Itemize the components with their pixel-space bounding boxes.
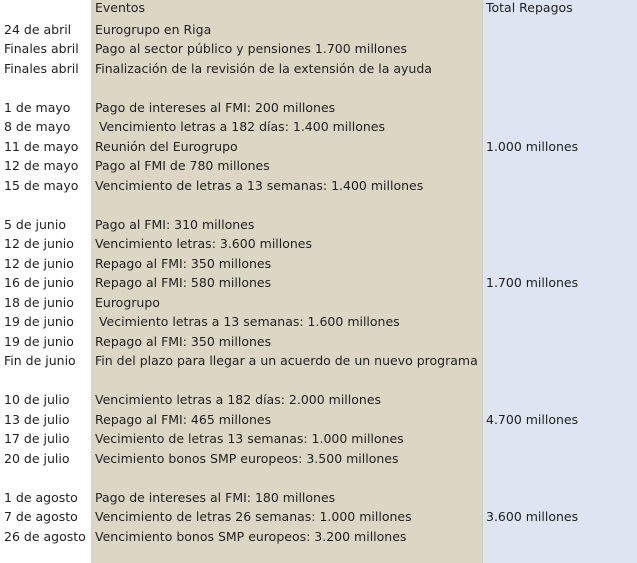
row-event: Repago al FMI: 465 millones bbox=[95, 411, 272, 427]
row-date bbox=[0, 371, 91, 391]
row-event: Repago al FMI: 350 millones bbox=[95, 333, 272, 349]
row-date: 19 de junio bbox=[4, 314, 74, 329]
row-event: Vencimiento de letras 26 semanas: 1.000 … bbox=[95, 509, 412, 524]
date-column bbox=[0, 0, 91, 563]
row-total bbox=[482, 20, 637, 40]
row-date: 26 de agosto bbox=[4, 528, 86, 544]
row-total bbox=[482, 488, 637, 508]
row-total bbox=[482, 371, 637, 391]
row-event: Pago al FMI de 780 millones bbox=[95, 158, 270, 173]
row-event: Reunión del Eurogrupo bbox=[95, 138, 238, 154]
row-event: Eurogrupo en Riga bbox=[95, 21, 212, 37]
row-date: 15 de mayo bbox=[4, 177, 79, 193]
row-total bbox=[482, 332, 637, 352]
row-total bbox=[482, 215, 637, 235]
row-event: Repago al FMI: 350 millones bbox=[95, 255, 272, 271]
row-total bbox=[482, 78, 637, 98]
row-total bbox=[482, 39, 637, 59]
row-event: Pago de intereses al FMI: 200 millones bbox=[95, 99, 336, 115]
row-event bbox=[91, 195, 482, 215]
row-date: 7 de agosto bbox=[4, 509, 78, 524]
events-column bbox=[91, 0, 482, 563]
row-total bbox=[482, 156, 637, 176]
row-date: 13 de julio bbox=[4, 411, 70, 427]
row-event: Vencimiento de letras a 13 semanas: 1.40… bbox=[95, 177, 424, 193]
row-total bbox=[482, 293, 637, 313]
row-date: 12 de mayo bbox=[4, 158, 79, 173]
row-date: Fin de junio bbox=[4, 353, 76, 368]
row-total: 4.700 millones bbox=[486, 411, 579, 427]
row-date: 20 de julio bbox=[4, 450, 70, 466]
row-total bbox=[482, 351, 637, 371]
row-event: Vencimiento letras: 3.600 millones bbox=[95, 236, 313, 251]
row-event: Vencimiento bonos SMP europeos: 3.200 mi… bbox=[95, 528, 407, 544]
row-total bbox=[482, 195, 637, 215]
row-event: Vencimiento letras a 182 días: 1.400 mil… bbox=[95, 119, 386, 134]
row-date: Finales abril bbox=[4, 60, 79, 76]
row-event bbox=[91, 371, 482, 391]
row-date: 8 de mayo bbox=[4, 119, 71, 134]
row-total bbox=[482, 449, 637, 469]
row-total bbox=[482, 527, 637, 547]
row-event: Pago de intereses al FMI: 180 millones bbox=[95, 489, 336, 505]
row-total bbox=[482, 390, 637, 410]
row-date: 18 de junio bbox=[4, 294, 74, 310]
row-event: Finalización de la revisión de la extens… bbox=[95, 60, 432, 76]
row-date bbox=[0, 78, 91, 98]
row-event: Vencimiento letras a 182 días: 2.000 mil… bbox=[95, 392, 382, 407]
row-total bbox=[482, 234, 637, 254]
row-event bbox=[91, 78, 482, 98]
row-total bbox=[482, 176, 637, 196]
row-total bbox=[482, 98, 637, 118]
row-total: 3.600 millones bbox=[486, 509, 579, 524]
row-total bbox=[482, 468, 637, 488]
row-total bbox=[482, 312, 637, 332]
row-date: 19 de junio bbox=[4, 333, 74, 349]
row-event: Vecimiento bonos SMP europeos: 3.500 mil… bbox=[95, 450, 399, 466]
row-date: 1 de mayo bbox=[4, 99, 71, 115]
row-event: Vecimiento de letras 13 semanas: 1.000 m… bbox=[95, 431, 404, 446]
row-date: 10 de julio bbox=[4, 392, 70, 407]
row-total bbox=[482, 59, 637, 79]
row-total bbox=[482, 429, 637, 449]
total-column bbox=[482, 0, 637, 563]
row-date bbox=[0, 468, 91, 488]
row-event bbox=[91, 468, 482, 488]
row-date bbox=[0, 195, 91, 215]
header-events: Eventos bbox=[95, 0, 145, 15]
row-total: 1.700 millones bbox=[486, 275, 579, 290]
row-event: Eurogrupo bbox=[95, 294, 160, 310]
header-total: Total Repagos bbox=[486, 0, 573, 15]
header-date bbox=[0, 0, 91, 20]
row-date: 11 de mayo bbox=[4, 138, 79, 154]
row-date: 12 de junio bbox=[4, 236, 74, 251]
row-date: 16 de junio bbox=[4, 275, 74, 290]
row-event: Pago al sector público y pensiones 1.700… bbox=[95, 41, 408, 56]
row-total: 1.000 millones bbox=[486, 138, 579, 154]
row-date: 17 de julio bbox=[4, 431, 70, 446]
row-event: Fin del plazo para llegar a un acuerdo d… bbox=[95, 353, 478, 368]
row-date: 5 de junio bbox=[4, 216, 66, 232]
row-event: Pago al FMI: 310 millones bbox=[95, 216, 255, 232]
row-date: 24 de abril bbox=[4, 21, 72, 37]
row-date: Finales abril bbox=[4, 41, 79, 56]
row-date: 12 de junio bbox=[4, 255, 74, 271]
row-event: Vecimiento letras a 13 semanas: 1.600 mi… bbox=[95, 314, 400, 329]
row-date: 1 de agosto bbox=[4, 489, 78, 505]
row-total bbox=[482, 117, 637, 137]
row-total bbox=[482, 254, 637, 274]
row-event: Repago al FMI: 580 millones bbox=[95, 275, 272, 290]
